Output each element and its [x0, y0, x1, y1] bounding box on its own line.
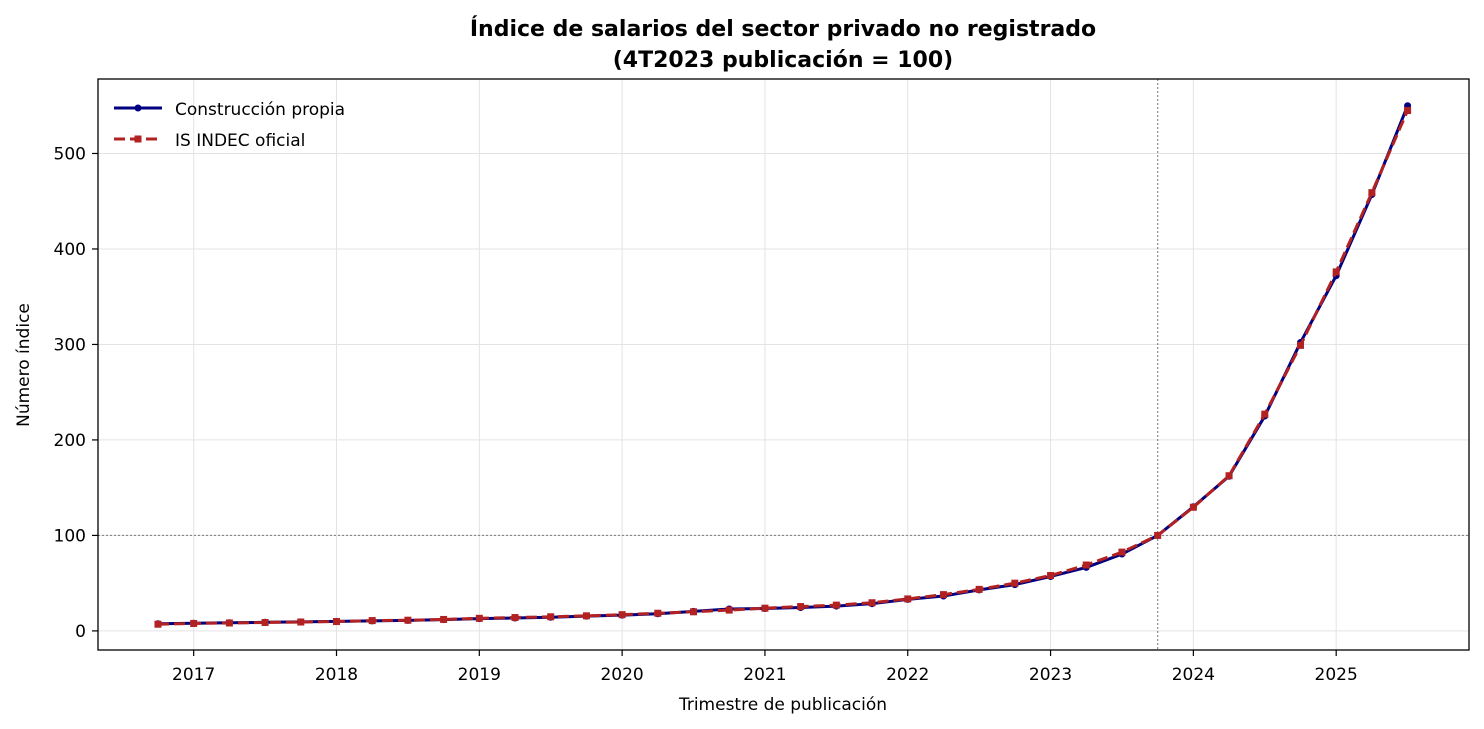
data-point-is-indec-oficial — [904, 595, 912, 603]
data-point-is-indec-oficial — [1368, 189, 1376, 197]
x-tick-label: 2020 — [600, 665, 643, 685]
data-point-is-indec-oficial — [1404, 107, 1412, 115]
data-point-is-indec-oficial — [618, 611, 626, 619]
x-tick-label: 2018 — [315, 665, 358, 685]
data-point-is-indec-oficial — [1332, 268, 1340, 276]
y-tick-label: 400 — [54, 240, 86, 260]
x-tick-label: 2021 — [743, 665, 786, 685]
data-point-is-indec-oficial — [261, 619, 269, 627]
x-tick-label: 2025 — [1315, 665, 1358, 685]
legend-label-construccion-propia: Construcción propia — [175, 100, 345, 120]
data-point-is-indec-oficial — [154, 620, 162, 628]
y-axis-label: Número índice — [14, 303, 34, 427]
data-point-is-indec-oficial — [332, 618, 340, 626]
chart-title-line-1: Índice de salarios del sector privado no… — [470, 16, 1096, 42]
data-point-is-indec-oficial — [1225, 472, 1233, 480]
data-point-is-indec-oficial — [868, 599, 876, 607]
data-point-is-indec-oficial — [654, 609, 662, 617]
data-point-is-indec-oficial — [725, 606, 733, 614]
data-point-is-indec-oficial — [1118, 548, 1126, 556]
data-point-is-indec-oficial — [582, 612, 590, 620]
y-tick-label: 100 — [54, 526, 86, 546]
x-tick-label: 2019 — [458, 665, 501, 685]
x-tick-label: 2017 — [172, 665, 215, 685]
y-tick-label: 0 — [75, 622, 86, 642]
series-line-is-indec-oficial — [157, 109, 1409, 626]
data-point-is-indec-oficial — [1189, 503, 1197, 511]
x-tick-label: 2023 — [1029, 665, 1072, 685]
data-point-is-indec-oficial — [225, 619, 233, 627]
legend-marker-construccion-propia — [134, 104, 142, 112]
chart-title-line-2: (4T2023 publicación = 100) — [613, 48, 953, 73]
data-point-is-indec-oficial — [547, 613, 555, 621]
data-point-is-indec-oficial — [368, 617, 376, 625]
data-point-is-indec-oficial — [1082, 561, 1090, 569]
y-axis-ticks: 0 100 200 300 400 500 — [54, 144, 98, 642]
data-point-is-indec-oficial — [939, 591, 947, 599]
y-tick-label: 300 — [54, 335, 86, 355]
data-point-is-indec-oficial — [975, 585, 983, 593]
plot-frame — [97, 78, 1470, 651]
data-point-is-indec-oficial — [1154, 531, 1162, 539]
x-axis-label: Trimestre de publicación — [678, 695, 887, 715]
x-tick-label: 2024 — [1172, 665, 1215, 685]
data-point-is-indec-oficial — [797, 603, 805, 611]
data-point-is-indec-oficial — [832, 601, 840, 609]
data-point-is-indec-oficial — [297, 618, 305, 626]
data-point-is-indec-oficial — [404, 616, 412, 624]
data-point-is-indec-oficial — [440, 615, 448, 623]
legend: Construcción propia IS INDEC oficial — [114, 100, 345, 151]
reference-lines — [98, 79, 1469, 650]
data-point-is-indec-oficial — [690, 608, 698, 616]
y-tick-label: 200 — [54, 431, 86, 451]
y-tick-label: 500 — [54, 144, 86, 164]
series-is-indec-oficial — [154, 107, 1412, 628]
data-point-is-indec-oficial — [1047, 572, 1055, 580]
plot-area — [98, 79, 1469, 650]
x-tick-label: 2022 — [886, 665, 929, 685]
data-point-is-indec-oficial — [1296, 341, 1304, 349]
data-point-is-indec-oficial — [761, 604, 769, 612]
data-point-is-indec-oficial — [511, 614, 519, 622]
series-layer — [154, 102, 1412, 628]
data-point-is-indec-oficial — [475, 614, 483, 622]
data-point-is-indec-oficial — [190, 619, 198, 627]
legend-marker-is-indec-oficial — [134, 135, 142, 143]
data-point-is-indec-oficial — [1261, 410, 1269, 418]
legend-label-is-indec-oficial: IS INDEC oficial — [175, 131, 305, 151]
data-point-is-indec-oficial — [1011, 579, 1019, 587]
x-axis-ticks: 2017 2018 2019 2020 2021 2022 2023 2024 2025 — [172, 650, 1358, 685]
